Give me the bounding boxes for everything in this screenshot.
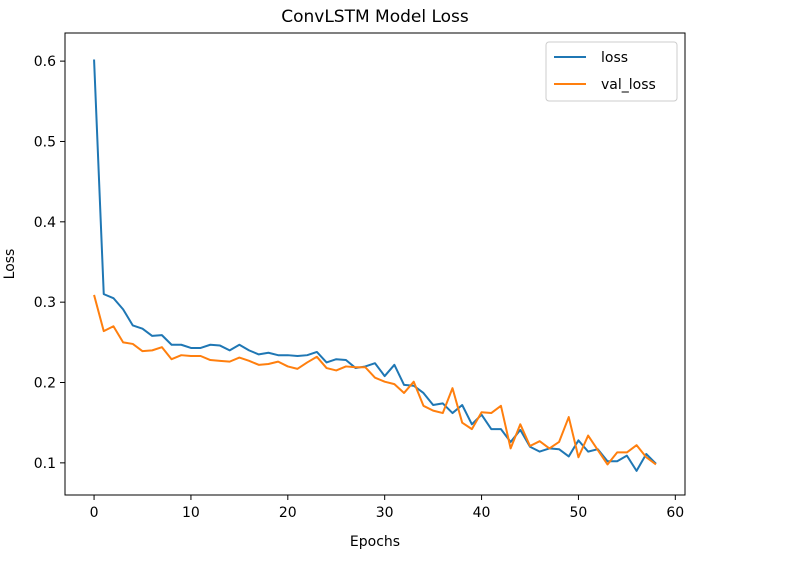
chart-title: ConvLSTM Model Loss [281,7,469,27]
x-tick-label: 50 [570,505,588,521]
y-tick-label: 0.5 [34,134,56,150]
y-tick-label: 0.4 [34,215,56,231]
legend: loss val_loss [545,41,678,102]
series-line-loss [93,59,657,472]
y-tick-label: 0.6 [34,54,56,70]
x-axis-ticks: 0 10 20 30 40 50 60 [90,495,684,521]
legend-label-val-loss: val_loss [601,77,656,93]
x-tick-label: 20 [279,505,297,521]
y-tick-label: 0.3 [34,295,56,311]
series-lines [93,59,657,472]
x-axis-label: Epochs [350,534,400,550]
y-axis-label: Loss [2,249,18,280]
x-tick-label: 30 [376,505,394,521]
x-tick-label: 10 [182,505,200,521]
x-tick-label: 40 [473,505,491,521]
y-tick-label: 0.2 [34,376,56,392]
x-tick-label: 60 [666,505,684,521]
y-axis-ticks: 0.1 0.2 0.3 0.4 0.5 0.6 [34,54,65,472]
x-tick-label: 0 [90,505,99,521]
legend-label-loss: loss [601,50,628,66]
series-line-val-loss [93,294,657,466]
axes-frame [64,32,686,496]
y-tick-label: 0.1 [34,456,56,472]
